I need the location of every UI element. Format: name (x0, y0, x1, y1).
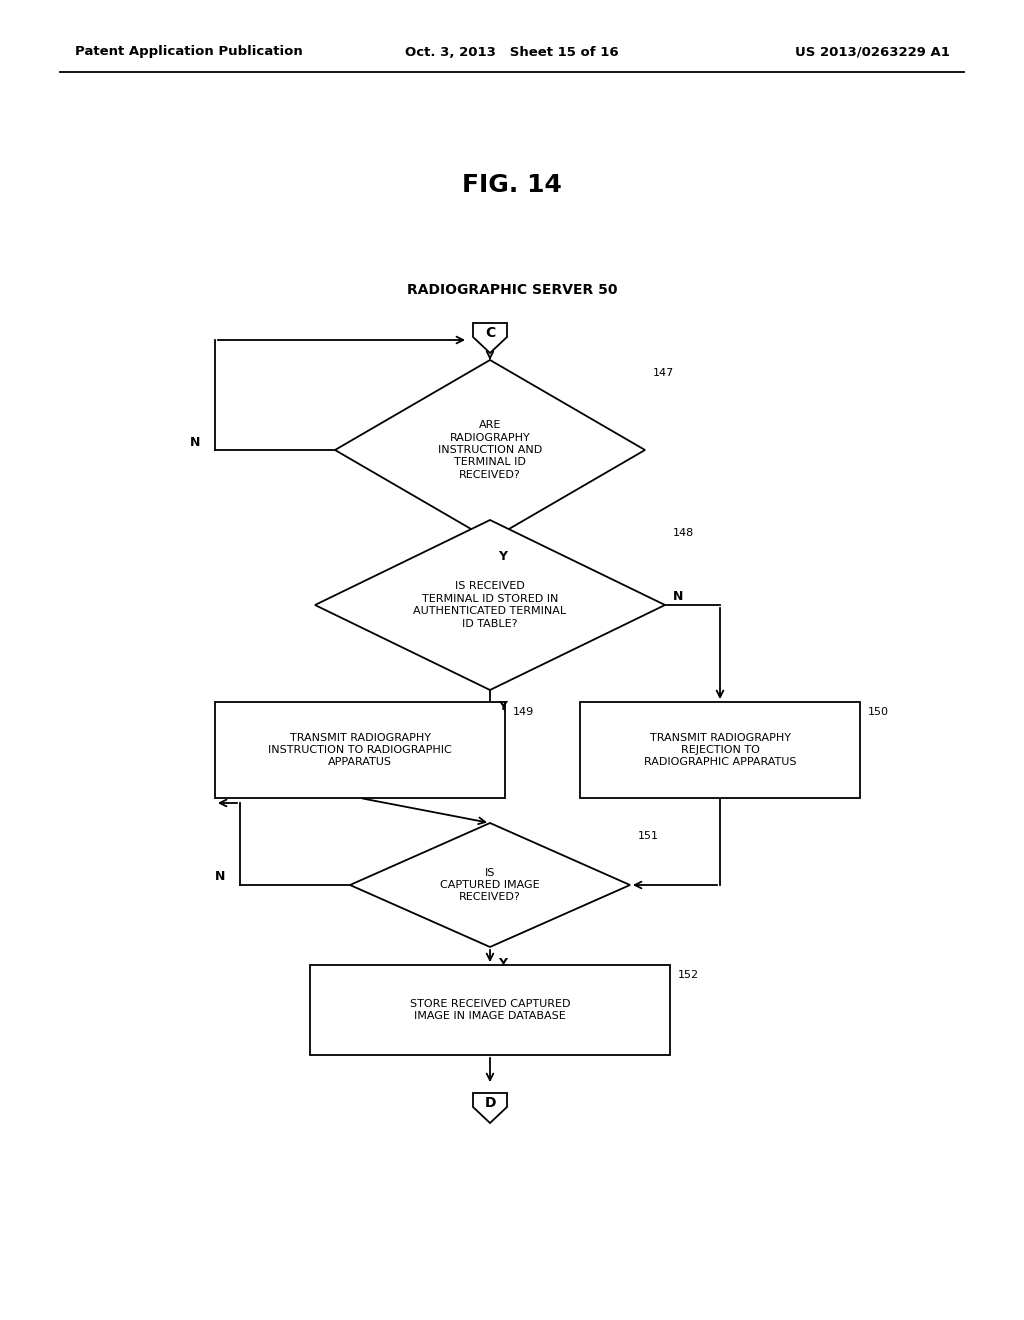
Bar (310, 965, 670, 1055)
Text: 149: 149 (513, 708, 535, 717)
Text: 148: 148 (673, 528, 694, 539)
Text: STORE RECEIVED CAPTURED
IMAGE IN IMAGE DATABASE: STORE RECEIVED CAPTURED IMAGE IN IMAGE D… (410, 999, 570, 1022)
Text: Y: Y (498, 700, 507, 713)
Bar (580, 702, 860, 799)
Text: Y: Y (498, 550, 507, 564)
Text: ARE
RADIOGRAPHY
INSTRUCTION AND
TERMINAL ID
RECEIVED?: ARE RADIOGRAPHY INSTRUCTION AND TERMINAL… (438, 420, 542, 479)
Polygon shape (473, 1093, 507, 1123)
Text: Y: Y (498, 957, 507, 970)
Text: FIG. 14: FIG. 14 (462, 173, 562, 197)
Text: TRANSMIT RADIOGRAPHY
INSTRUCTION TO RADIOGRAPHIC
APPARATUS: TRANSMIT RADIOGRAPHY INSTRUCTION TO RADI… (268, 733, 452, 767)
Text: IS RECEIVED
TERMINAL ID STORED IN
AUTHENTICATED TERMINAL
ID TABLE?: IS RECEIVED TERMINAL ID STORED IN AUTHEN… (414, 581, 566, 628)
Text: 152: 152 (678, 970, 699, 979)
Polygon shape (350, 822, 630, 946)
Text: RADIOGRAPHIC SERVER 50: RADIOGRAPHIC SERVER 50 (407, 282, 617, 297)
Text: N: N (189, 436, 200, 449)
Text: US 2013/0263229 A1: US 2013/0263229 A1 (795, 45, 950, 58)
Text: IS
CAPTURED IMAGE
RECEIVED?: IS CAPTURED IMAGE RECEIVED? (440, 867, 540, 903)
Text: 147: 147 (653, 368, 674, 378)
Text: Oct. 3, 2013   Sheet 15 of 16: Oct. 3, 2013 Sheet 15 of 16 (406, 45, 618, 58)
Polygon shape (315, 520, 665, 690)
Polygon shape (473, 323, 507, 352)
Text: D: D (484, 1096, 496, 1110)
Text: Patent Application Publication: Patent Application Publication (75, 45, 303, 58)
Text: 150: 150 (868, 708, 889, 717)
Text: 151: 151 (638, 832, 659, 841)
Bar (215, 702, 505, 799)
Text: TRANSMIT RADIOGRAPHY
REJECTION TO
RADIOGRAPHIC APPARATUS: TRANSMIT RADIOGRAPHY REJECTION TO RADIOG… (644, 733, 797, 767)
Polygon shape (335, 360, 645, 540)
Text: N: N (215, 870, 225, 883)
Text: C: C (485, 326, 496, 341)
Text: N: N (673, 590, 683, 603)
